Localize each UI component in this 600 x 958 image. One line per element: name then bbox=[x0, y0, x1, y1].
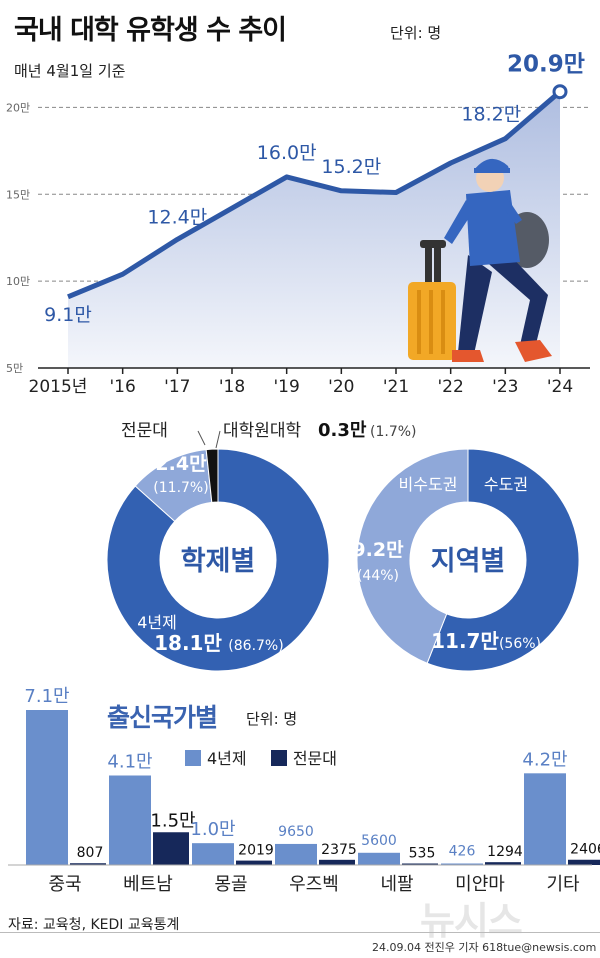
data-label: 12.4만 bbox=[147, 206, 207, 228]
category-label: 몽골 bbox=[214, 874, 247, 895]
legend-swatch-4year bbox=[185, 750, 201, 766]
bar-college bbox=[568, 859, 600, 865]
donut-slice bbox=[426, 448, 580, 672]
bar-value-label: 1.0만 bbox=[190, 819, 235, 840]
category-label: 중국 bbox=[48, 874, 81, 895]
x-tick-label: '23 bbox=[492, 377, 518, 397]
slice-name-label: 대학원대학 bbox=[223, 421, 302, 441]
bar-4year bbox=[441, 863, 483, 865]
bar-legend: 4년제 전문대 bbox=[185, 745, 337, 769]
leader-line bbox=[197, 430, 206, 446]
subtitle: 매년 4월1일 기준 bbox=[14, 62, 126, 80]
slice-value-label: 2.4만 bbox=[155, 453, 207, 475]
bar-college bbox=[236, 860, 272, 865]
bar-value-label: 2406 bbox=[570, 842, 600, 858]
x-tick-label: '18 bbox=[219, 377, 245, 397]
bar-4year bbox=[192, 843, 234, 865]
slice-name-label: 수도권 bbox=[484, 475, 528, 494]
slice-pct-label: (86.7%) bbox=[228, 638, 283, 654]
bar-value-label: 535 bbox=[409, 846, 436, 862]
slice-value-label: 11.7만 bbox=[431, 629, 499, 653]
donut-slice bbox=[106, 448, 330, 672]
y-tick-label: 10만 bbox=[6, 275, 30, 288]
bar-college bbox=[70, 863, 106, 865]
slice-value-label: 9.2만 bbox=[352, 539, 404, 561]
data-label: 20.9만 bbox=[507, 52, 585, 78]
bar-chart-title: 출신국가별 bbox=[107, 703, 218, 732]
x-tick-label: 2015년 bbox=[29, 377, 88, 397]
bar-value-label: 5600 bbox=[361, 833, 397, 849]
x-tick-label: '22 bbox=[438, 377, 464, 397]
bar-college bbox=[319, 859, 355, 865]
leader-line bbox=[215, 430, 221, 449]
data-label: 16.0만 bbox=[257, 142, 317, 164]
bar-chart-unit: 단위: 명 bbox=[246, 710, 298, 728]
newsis-logo: 뉴시스 bbox=[420, 899, 523, 943]
unit-label: 단위: 명 bbox=[390, 24, 442, 42]
donut-center-label: 지역별 bbox=[431, 546, 506, 577]
traveler-illustration bbox=[408, 158, 552, 362]
category-label: 우즈벡 bbox=[289, 874, 339, 895]
legend-label-4year: 4년제 bbox=[207, 749, 247, 768]
trend-line bbox=[67, 89, 562, 300]
slice-pct-label: (1.7%) bbox=[370, 424, 417, 440]
slice-pct-label: (56%) bbox=[499, 636, 541, 652]
latest-point-marker bbox=[552, 84, 568, 100]
bar-college bbox=[153, 832, 189, 865]
bar-value-label: 2375 bbox=[321, 842, 357, 858]
category-label: 베트남 bbox=[123, 874, 173, 895]
slice-name-label: 전문대 bbox=[121, 421, 168, 441]
category-label: 네팔 bbox=[380, 874, 413, 895]
bar-4year bbox=[275, 843, 317, 865]
source-note: 자료: 교육청, KEDI 교육통계 bbox=[8, 917, 180, 933]
bar-4year bbox=[524, 773, 566, 865]
bar-value-label: 1294 bbox=[487, 844, 523, 860]
slice-name-label: 비수도권 bbox=[399, 475, 458, 494]
donut-center-label: 학제별 bbox=[181, 546, 256, 577]
slice-pct-label: (11.7%) bbox=[153, 480, 208, 496]
x-tick-label: '19 bbox=[274, 377, 300, 397]
bar-4year bbox=[358, 852, 400, 865]
category-label: 미얀마 bbox=[455, 874, 505, 895]
x-tick-label: '21 bbox=[383, 377, 409, 397]
slice-name-label: 4년제 bbox=[137, 613, 177, 632]
x-tick-label: '17 bbox=[164, 377, 190, 397]
donut-charts: 학제별 지역별 전문대 대학원대학 0.3만 (1.7%) 2.4만 (11.7%) 4년제… bbox=[106, 420, 580, 672]
x-tick-label: '16 bbox=[110, 377, 136, 397]
y-tick-label: 15만 bbox=[6, 188, 30, 201]
bar-4year bbox=[109, 775, 151, 865]
donut-slice bbox=[205, 448, 219, 503]
bar-value-label: 4.1만 bbox=[107, 751, 152, 772]
data-label: 15.2만 bbox=[321, 156, 381, 178]
donut-slice bbox=[356, 448, 469, 664]
bar-value-label: 7.1만 bbox=[24, 686, 69, 707]
footer-divider bbox=[0, 932, 600, 933]
bar-value-label: 426 bbox=[449, 844, 476, 860]
x-tick-label: '24 bbox=[547, 377, 573, 397]
slice-value-label: 0.3만 bbox=[318, 420, 367, 441]
page-title: 국내 대학 유학생 수 추이 bbox=[14, 15, 287, 46]
y-tick-label: 20만 bbox=[6, 101, 30, 114]
slice-pct-label: (44%) bbox=[357, 568, 399, 584]
legend-swatch-college bbox=[270, 750, 287, 766]
bar-4year bbox=[26, 710, 68, 865]
slice-value-label: 18.1만 bbox=[154, 631, 222, 655]
byline: 24.09.04 전진우 기자 618tue@newsis.com bbox=[372, 941, 597, 954]
data-label: 9.1만 bbox=[44, 304, 92, 326]
bar-value-label: 2019 bbox=[238, 843, 274, 859]
bar-college bbox=[485, 862, 521, 865]
x-tick-label: '20 bbox=[328, 377, 354, 397]
y-tick-label: 5만 bbox=[6, 362, 23, 375]
bar-college bbox=[402, 863, 438, 865]
bar-value-label: 9650 bbox=[278, 824, 314, 840]
line-chart: 5만 10만 15만 20만 2015년 '16 '17 '18 '19 '20 '21 '22 '2… bbox=[6, 52, 590, 397]
data-label: 18.2만 bbox=[461, 104, 521, 126]
bar-value-label: 807 bbox=[77, 845, 104, 861]
bar-value-label: 4.2만 bbox=[522, 749, 567, 770]
bar-value-label: 1.5만 bbox=[150, 810, 195, 831]
legend-label-college: 전문대 bbox=[292, 749, 337, 768]
category-label: 기타 bbox=[546, 874, 580, 895]
